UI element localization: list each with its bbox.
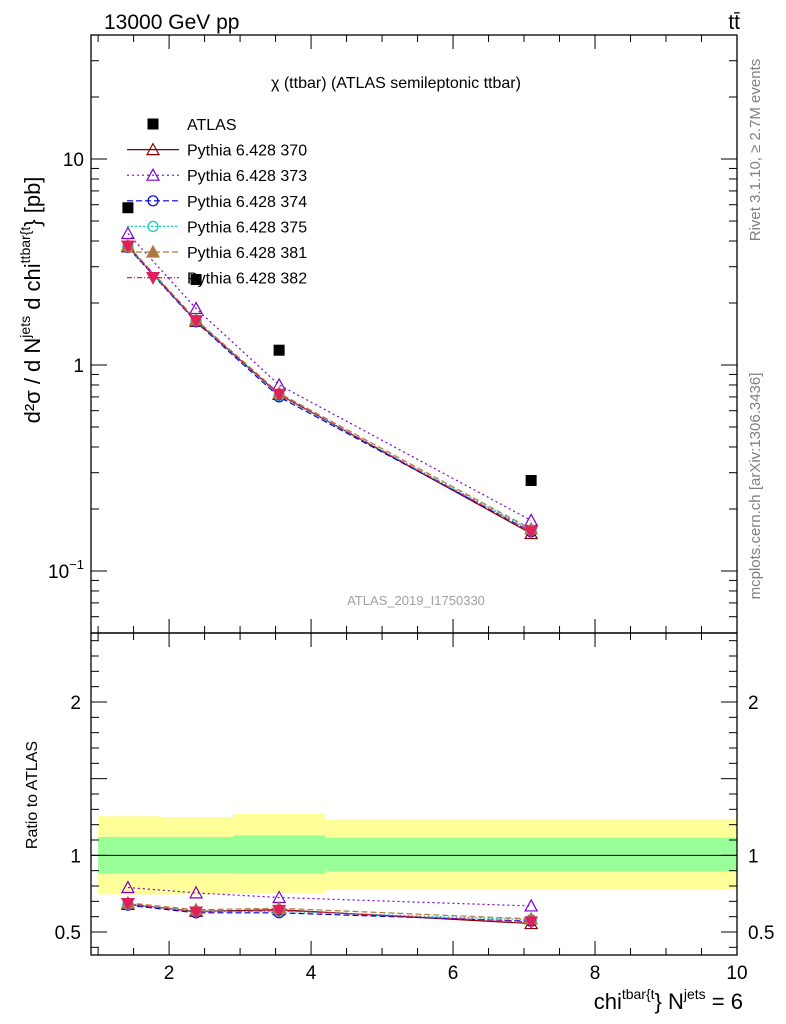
main-series-5 [120,240,539,540]
ratio-series-point [524,916,539,930]
y-axis-label-sup2: ttbar{t [17,227,33,264]
main-series-1 [120,226,539,527]
main-series-point [189,315,204,329]
x-axis-label-part3: = 6 [706,989,743,1014]
x-tick-label: 4 [306,963,317,984]
main-series-point [120,226,135,240]
y-axis-label-ratio: Ratio to ATLAS [24,741,41,849]
legend-marker [145,167,161,181]
x-axis-label-sup1: tbar{t [622,986,655,1002]
ratio-y-tick-label-right: 2 [748,693,759,714]
process-label: tt̄ [728,11,740,34]
main-series-line [127,247,532,533]
ratio-series-line [127,903,532,921]
y-axis-label-part2: d chi [20,263,45,316]
y-tick-label: 10 [63,150,84,171]
legend-marker [145,272,161,285]
legend-entry: Pythia 6.428 374 [127,194,307,211]
legend-label: Pythia 6.428 374 [187,194,307,211]
ratio-y-tick-label: 1 [70,846,81,867]
ratio-series-line [127,902,532,920]
main-series-point [524,526,539,540]
reference-point [190,274,202,286]
main-series-line [127,233,532,521]
ratio-series-point [272,904,287,918]
watermark: ATLAS_2019_I1750330 [347,593,485,608]
plot-title: χ (ttbar) (ATLAS semileptonic ttbar) [271,75,521,92]
main-series-line [127,245,532,530]
ratio-y-tick-label: 0.5 [55,923,81,944]
energy-label: 13000 GeV pp [104,11,239,34]
legend: ATLAS Pythia 6.428 370 Pythia 6.428 373 Pyt… [127,117,307,288]
main-series-3 [122,241,537,536]
main-series-2 [122,241,537,538]
main-plot: 10 1 10−1 ATLAS Pythia 6.428 370 Pythia 6.428… [48,34,738,634]
legend-marker [145,142,161,156]
ratio-series-point [189,906,204,920]
legend-label: Pythia 6.428 381 [187,245,307,262]
legend-entry: ATLAS [147,117,237,134]
x-tick-label: 8 [590,963,601,984]
x-axis-label-sup2: jets [683,986,706,1002]
reference-point [122,202,134,214]
main-series-0 [120,239,539,540]
ratio-series-0 [120,897,539,930]
y-axis-label-sup1: jets [17,316,33,339]
ratio-series-point [120,880,135,894]
reference-point [525,474,537,486]
main-series-point [272,388,287,402]
legend-label: ATLAS [187,117,237,134]
ratio-y-tick-label-right: 0.5 [748,923,774,944]
legend-label: Pythia 6.428 375 [187,219,307,236]
x-tick-label: 2 [164,963,175,984]
main-series-point [120,240,135,254]
y-tick-label: 10−1 [48,557,84,583]
y-axis-label-part3: } [pb] [20,177,45,227]
legend-marker [147,118,159,130]
ratio-series-point [189,885,204,899]
ratio-series-line [127,904,532,922]
y-axis-label-part1: d²σ / d N [20,338,45,424]
mcplots-label: mcplots.cern.ch [arXiv:1306.3436] [747,373,764,600]
uncertainty-band-inner [232,835,326,874]
legend-entry: Pythia 6.428 373 [127,167,307,185]
x-axis-label-part1: chi [594,989,622,1014]
x-axis-label: chitbar{t} Njets = 6 [594,986,743,1014]
legend-entry: Pythia 6.428 370 [127,142,307,160]
ratio-plot: 2 2 1 1 0.5 0.5 2 4 6 8 10 [55,632,774,984]
legend-label: Pythia 6.428 382 [187,271,307,288]
ratio-y-tick-label: 2 [70,693,81,714]
reference-point [273,344,285,356]
ratio-series-line [127,903,532,923]
ratio-series-point [120,898,135,911]
legend-marker [147,220,159,232]
legend-marker [145,244,161,258]
y-tick-label: 1 [73,356,84,377]
ratio-y-tick-label-right: 1 [748,846,759,867]
reference-series [122,202,537,486]
main-series-line [127,246,532,535]
rivet-version-label: Rivet 3.1.10, ≥ 2.7M events [747,59,764,242]
ratio-plot-frame [90,632,738,956]
x-axis-label-part2: } N [655,989,684,1014]
y-axis-label-main: d²σ / d Njets d chittbar{t} [pb] [17,177,45,424]
legend-entry: Pythia 6.428 381 [127,244,307,262]
uncertainty-band-inner [325,837,737,872]
x-tick-label: 10 [726,963,747,984]
legend-marker [147,195,159,207]
legend-label: Pythia 6.428 373 [187,168,307,185]
x-tick-label: 6 [448,963,459,984]
legend-label: Pythia 6.428 370 [187,143,307,160]
main-series-line [127,245,532,533]
ratio-series-point [524,898,539,912]
legend-entry: Pythia 6.428 382 [127,271,307,288]
legend-entry: Pythia 6.428 375 [127,219,307,236]
ratio-series-5 [120,898,539,930]
